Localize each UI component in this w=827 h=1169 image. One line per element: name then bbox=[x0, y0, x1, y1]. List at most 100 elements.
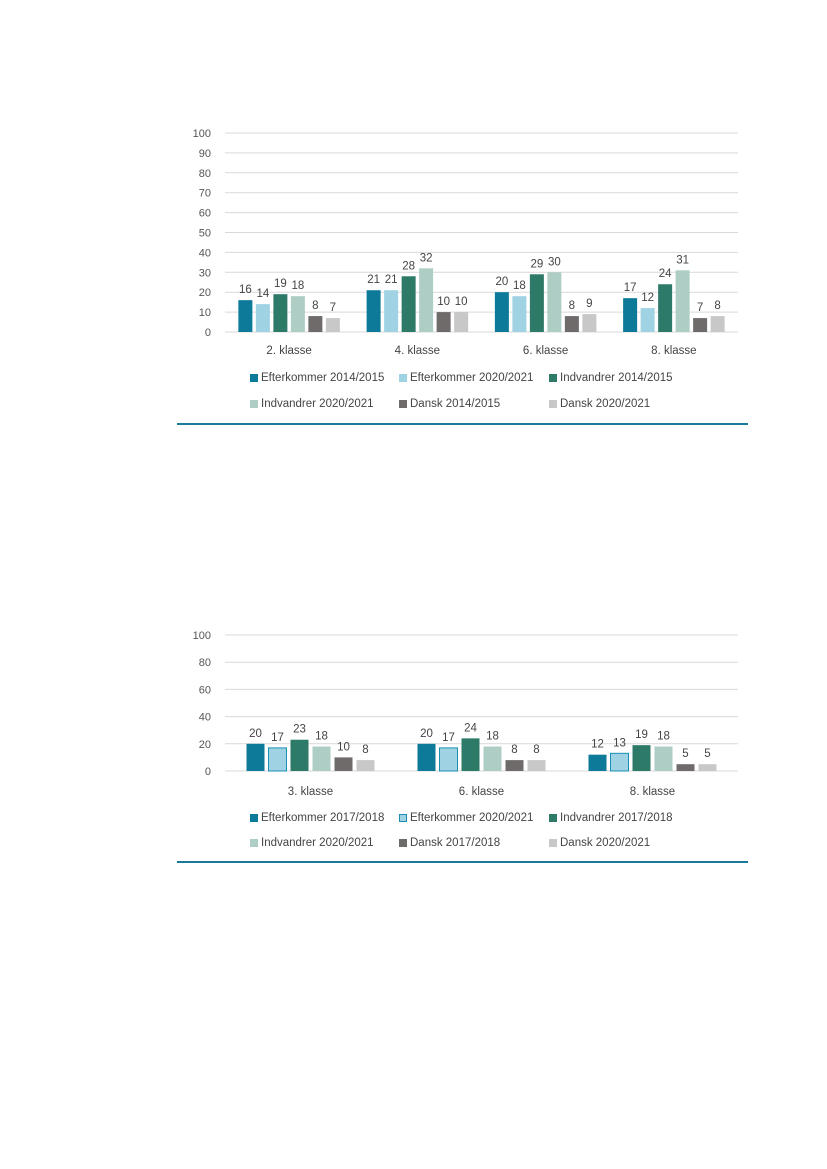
chart-1-y-tick-label: 0 bbox=[205, 327, 211, 339]
chart-1-data-label: 18 bbox=[513, 280, 526, 292]
chart-2-bar bbox=[268, 747, 287, 772]
chart-1-bar bbox=[308, 316, 323, 332]
chart-1-legend-item: Dansk 2020/2021 bbox=[549, 398, 650, 410]
chart-2-data-label: 19 bbox=[635, 729, 648, 741]
chart-1-legend-swatch bbox=[549, 400, 557, 408]
chart-2-plot: 0 20 40 60 80 100 20 17 23 18 10 8 3. klasse 20 17 24 18… bbox=[193, 630, 738, 798]
chart-2-category-label: 6. klasse bbox=[459, 786, 504, 798]
chart-2-category-label: 8. klasse bbox=[630, 786, 675, 798]
chart-2-y-tick-label: 20 bbox=[199, 739, 211, 751]
chart-1-data-label: 9 bbox=[586, 298, 592, 310]
chart-2-bar bbox=[588, 754, 607, 771]
chart-1-legend-swatch bbox=[399, 374, 407, 382]
chart-2-legend-swatch bbox=[250, 814, 258, 822]
chart-2-bar bbox=[461, 738, 480, 771]
chart-1-legend-label: Indvandrer 2014/2015 bbox=[560, 372, 673, 384]
chart-2-data-label: 8 bbox=[362, 744, 368, 756]
chart-1-legend-swatch bbox=[250, 374, 258, 382]
chart-1-y-tick-label: 80 bbox=[199, 168, 211, 180]
chart-2-bar bbox=[312, 746, 331, 771]
chart-2-data-label: 12 bbox=[591, 739, 604, 751]
chart-1-bar bbox=[547, 272, 562, 332]
chart-1-legend-swatch bbox=[250, 400, 258, 408]
chart-2-bar bbox=[483, 746, 502, 771]
chart-1-legend-item: Efterkommer 2014/2015 bbox=[250, 372, 384, 384]
chart-1-y-tick-label: 100 bbox=[193, 128, 211, 140]
chart-2-data-label: 18 bbox=[657, 731, 670, 743]
chart-1-bar bbox=[658, 284, 673, 332]
chart-1-legend-swatch bbox=[549, 374, 557, 382]
chart-1-y-tick-label: 10 bbox=[199, 307, 211, 319]
chart-1-bar bbox=[675, 270, 690, 332]
chart-2-data-label: 23 bbox=[293, 724, 306, 736]
chart-2-data-label: 8 bbox=[511, 744, 517, 756]
chart-1-bar bbox=[273, 294, 288, 332]
chart-2-legend-item: Dansk 2017/2018 bbox=[399, 837, 500, 849]
chart-1-category-label: 2. klasse bbox=[266, 345, 311, 357]
chart-1-data-label: 31 bbox=[676, 254, 689, 266]
chart-1-bar bbox=[238, 300, 253, 332]
chart-2-y-tick-label: 0 bbox=[205, 766, 211, 778]
chart-2-legend-label: Dansk 2020/2021 bbox=[560, 837, 651, 849]
chart-2-data-label: 13 bbox=[613, 737, 626, 749]
chart-1-data-label: 30 bbox=[548, 256, 561, 268]
chart-2-bar bbox=[290, 739, 309, 771]
chart-1-data-label: 7 bbox=[697, 302, 703, 314]
chart-1-data-label: 14 bbox=[256, 288, 269, 300]
chart-1-bar bbox=[419, 268, 434, 332]
chart-1-data-label: 10 bbox=[437, 296, 450, 308]
chart-2-bar bbox=[417, 743, 436, 771]
chart-2-y-tick-label: 80 bbox=[199, 657, 211, 669]
chart-1-bar bbox=[366, 290, 381, 332]
chart-2-legend-label: Efterkommer 2017/2018 bbox=[261, 812, 385, 824]
chart-1-data-label: 17 bbox=[624, 282, 637, 294]
chart-1-legend-label: Dansk 2014/2015 bbox=[410, 398, 501, 410]
chart-2-data-label: 17 bbox=[442, 732, 455, 744]
chart-2-data-label: 20 bbox=[420, 728, 433, 740]
chart-2-legend-label: Indvandrer 2017/2018 bbox=[560, 812, 673, 824]
chart-2-legend-item: Dansk 2020/2021 bbox=[549, 837, 650, 849]
chart-1-y-tick-label: 70 bbox=[199, 188, 211, 200]
chart-1-legend-item: Indvandrer 2020/2021 bbox=[250, 398, 374, 410]
chart-2-legend-swatch bbox=[250, 839, 258, 847]
chart-1-data-label: 16 bbox=[239, 284, 252, 296]
chart-1-bar bbox=[529, 274, 544, 332]
chart-1-bar bbox=[623, 298, 638, 332]
chart-1-data-label: 18 bbox=[291, 280, 304, 292]
chart-1-bar bbox=[564, 316, 579, 332]
chart-1-data-label: 24 bbox=[659, 268, 672, 280]
chart-1-bottom-rule bbox=[177, 423, 748, 425]
chart-2-data-label: 10 bbox=[337, 741, 350, 753]
chart-2-legend-label: Dansk 2017/2018 bbox=[410, 837, 501, 849]
chart-2-data-label: 18 bbox=[486, 731, 499, 743]
chart-1-bar bbox=[384, 290, 399, 332]
chart-1-bar bbox=[640, 308, 655, 332]
chart-2-bar bbox=[356, 760, 375, 771]
chart-1-legend-label: Dansk 2020/2021 bbox=[560, 398, 651, 410]
chart-1-y-tick-label: 60 bbox=[199, 208, 211, 220]
chart-1-data-label: 8 bbox=[569, 300, 575, 312]
chart-2-data-label: 24 bbox=[464, 722, 477, 734]
chart-1-data-label: 8 bbox=[714, 300, 720, 312]
chart-2-bar bbox=[610, 752, 629, 772]
chart-2-legend-label: Indvandrer 2020/2021 bbox=[261, 837, 374, 849]
chart-2-bar bbox=[334, 757, 353, 771]
chart-2-legend-item: Indvandrer 2017/2018 bbox=[549, 812, 673, 824]
chart-1-bar bbox=[325, 318, 340, 332]
chart-1-data-label: 21 bbox=[367, 274, 380, 286]
chart-1-legend-item: Dansk 2014/2015 bbox=[399, 398, 500, 410]
chart-1-category-label: 4. klasse bbox=[395, 345, 440, 357]
chart-2-legend-swatch bbox=[399, 814, 407, 822]
chart-1-bar bbox=[710, 316, 725, 332]
chart-1-bar bbox=[693, 318, 708, 332]
chart-1-bar bbox=[290, 296, 305, 332]
chart-1-legend-label: Indvandrer 2020/2021 bbox=[261, 398, 374, 410]
chart-2-bar bbox=[527, 760, 546, 771]
chart-2-y-tick-label: 40 bbox=[199, 712, 211, 724]
chart-2-bar bbox=[439, 747, 458, 772]
chart-2-bar bbox=[698, 764, 717, 771]
chart-1-category-label: 8. klasse bbox=[651, 345, 696, 357]
chart-2-bar bbox=[676, 764, 695, 771]
chart-1-bar bbox=[582, 314, 597, 332]
chart-2-data-label: 5 bbox=[704, 748, 710, 760]
